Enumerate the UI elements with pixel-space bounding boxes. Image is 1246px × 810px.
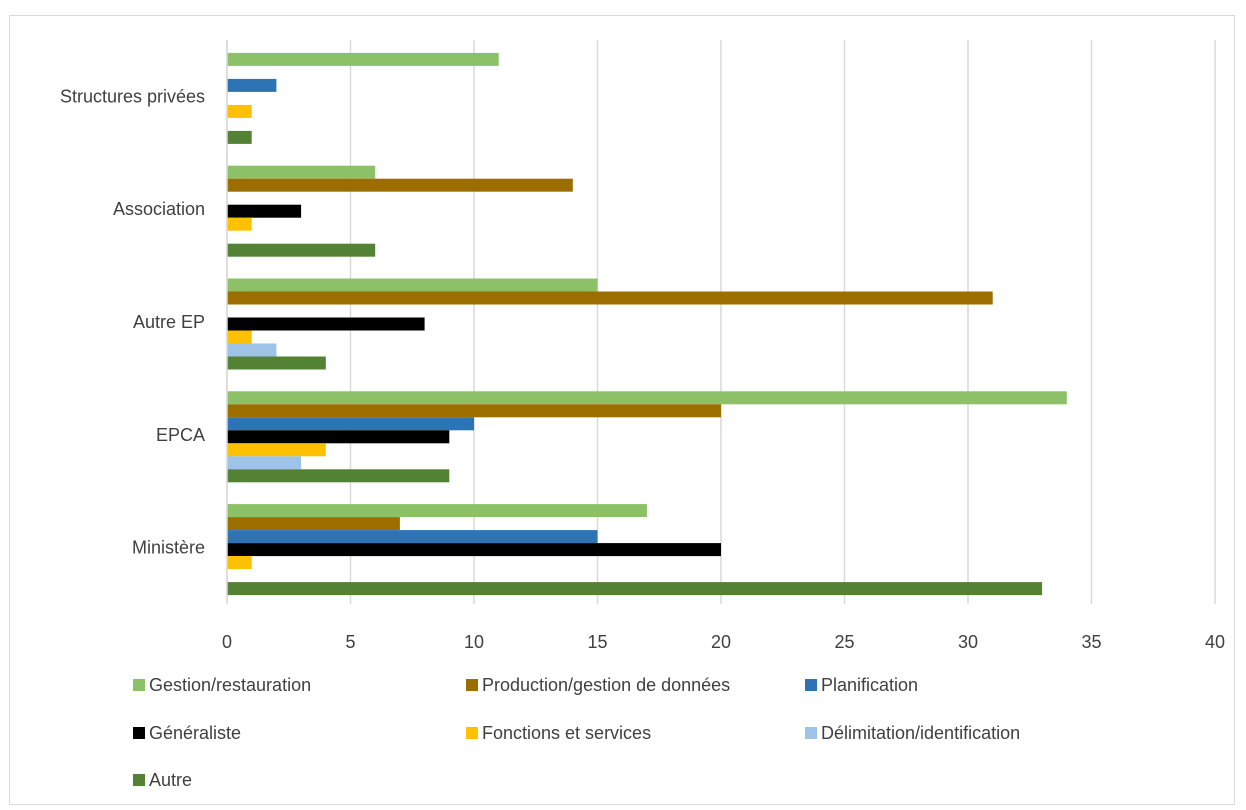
legend-label: Généraliste xyxy=(149,723,241,743)
bar-autre-ep-g-n-raliste xyxy=(227,317,425,331)
bar-minist-re-g-n-raliste xyxy=(227,543,721,557)
legend-label: Fonctions et services xyxy=(482,723,651,743)
legend-label: Délimitation/identification xyxy=(821,723,1020,743)
bar-epca-d-limitation-identification xyxy=(227,456,302,470)
category-label: Ministère xyxy=(132,538,205,558)
legend: Gestion/restauration Production/gestion d… xyxy=(133,675,1020,790)
bar-minist-re-autre xyxy=(227,582,1043,596)
legend-label: Autre xyxy=(149,770,192,790)
x-tick-label: 25 xyxy=(834,632,854,652)
bar-association-production-gestion-de-donn-es xyxy=(227,178,573,192)
bar-minist-re-production-gestion-de-donn-es xyxy=(227,517,400,531)
bars xyxy=(227,52,1067,596)
bar-autre-ep-gestion-restauration xyxy=(227,278,598,292)
legend-swatch xyxy=(805,679,817,691)
x-tick-label: 0 xyxy=(222,632,232,652)
legend-swatch xyxy=(805,727,817,739)
category-label: Structures privées xyxy=(60,86,205,106)
legend-swatch xyxy=(466,727,478,739)
bar-epca-g-n-raliste xyxy=(227,430,450,444)
legend-swatch xyxy=(133,727,145,739)
category-label: EPCA xyxy=(156,425,205,445)
legend-label: Production/gestion de données xyxy=(482,675,730,695)
x-tick-label: 35 xyxy=(1081,632,1101,652)
x-tick-label: 15 xyxy=(587,632,607,652)
legend-swatch xyxy=(133,774,145,786)
bar-epca-fonctions-et-services xyxy=(227,443,326,457)
bar-structures-priv-es-autre xyxy=(227,130,252,144)
bar-association-gestion-restauration xyxy=(227,165,376,179)
bar-autre-ep-production-gestion-de-donn-es xyxy=(227,291,993,305)
legend-swatch xyxy=(466,679,478,691)
bar-association-g-n-raliste xyxy=(227,204,302,218)
bar-autre-ep-autre xyxy=(227,356,326,370)
x-tick-label: 20 xyxy=(711,632,731,652)
bar-autre-ep-d-limitation-identification xyxy=(227,343,277,357)
axes: 0 5 10 15 20 25 30 35 40 Ministère EPCA Autre EP Ass… xyxy=(60,40,1225,652)
bar-minist-re-planification xyxy=(227,530,598,544)
x-tick-label: 10 xyxy=(464,632,484,652)
bar-epca-gestion-restauration xyxy=(227,391,1067,405)
legend-label: Planification xyxy=(821,675,918,695)
x-tick-label: 5 xyxy=(345,632,355,652)
bar-epca-planification xyxy=(227,417,474,431)
x-tick-label: 40 xyxy=(1205,632,1225,652)
bar-epca-production-gestion-de-donn-es xyxy=(227,404,721,418)
bar-minist-re-fonctions-et-services xyxy=(227,556,252,570)
bar-structures-priv-es-fonctions-et-services xyxy=(227,104,252,118)
x-tick-label: 30 xyxy=(958,632,978,652)
chart-frame xyxy=(9,15,1235,805)
category-label: Autre EP xyxy=(133,312,205,332)
bar-association-autre xyxy=(227,243,376,257)
bar-autre-ep-fonctions-et-services xyxy=(227,330,252,344)
category-label: Association xyxy=(113,199,205,219)
bar-epca-autre xyxy=(227,469,450,483)
legend-label: Gestion/restauration xyxy=(149,675,311,695)
legend-swatch xyxy=(133,679,145,691)
bar-association-fonctions-et-services xyxy=(227,217,252,231)
bar-structures-priv-es-gestion-restauration xyxy=(227,52,499,66)
bar-minist-re-gestion-restauration xyxy=(227,504,647,518)
bar-structures-priv-es-planification xyxy=(227,78,277,92)
